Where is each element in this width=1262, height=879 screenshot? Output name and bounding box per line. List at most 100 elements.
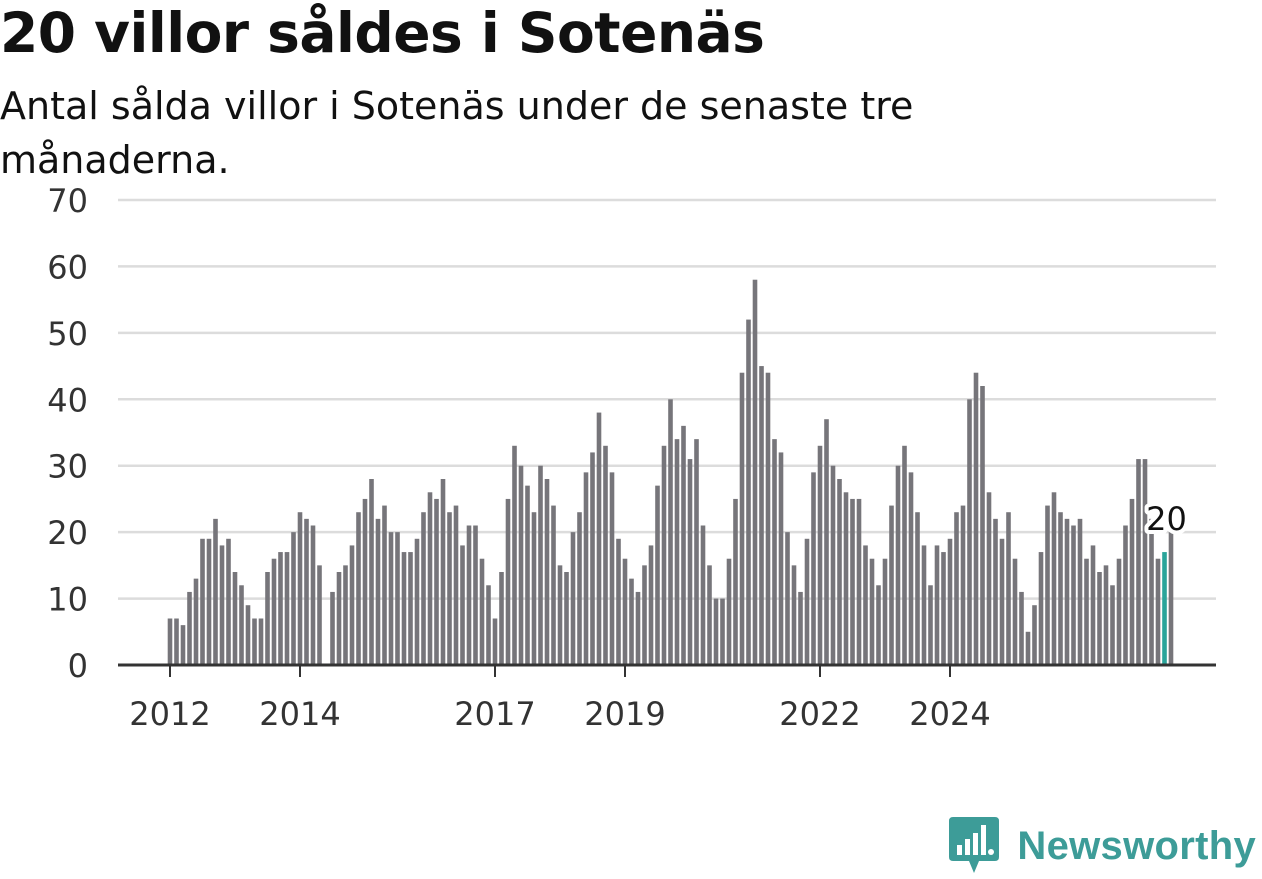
y-tick-label: 70 [47, 182, 88, 220]
bar [466, 525, 472, 665]
bar [1084, 558, 1089, 665]
bar [804, 538, 810, 665]
bar [1149, 518, 1154, 665]
bar [674, 439, 680, 665]
bar [765, 372, 771, 665]
bar [258, 618, 264, 665]
y-tick-label: 30 [47, 448, 88, 486]
y-tick-label: 10 [47, 581, 88, 619]
bar [863, 545, 868, 665]
x-tick-label: 2022 [779, 695, 860, 733]
bar [330, 591, 335, 665]
bar [200, 538, 205, 665]
y-tick-label: 40 [47, 381, 88, 419]
bar [668, 399, 673, 665]
bar [213, 518, 218, 665]
bar [811, 472, 816, 665]
bar [791, 565, 797, 665]
bar [1058, 512, 1063, 665]
bar [271, 558, 277, 665]
bar [453, 505, 459, 665]
bar [492, 618, 498, 665]
bar [1038, 552, 1044, 665]
bar [947, 538, 953, 665]
newsworthy-logo-icon [949, 817, 1000, 873]
bar [817, 445, 823, 665]
x-tick-label: 2017 [454, 695, 535, 733]
bar [843, 492, 849, 665]
bar [752, 279, 758, 665]
bar [174, 618, 179, 665]
bar [960, 505, 966, 665]
bar [1116, 558, 1122, 665]
bar [986, 492, 992, 665]
bar [759, 366, 764, 665]
bar [479, 558, 485, 665]
bar [596, 412, 602, 665]
bar [336, 572, 342, 665]
bar [837, 479, 842, 665]
bar [889, 505, 894, 665]
bar [1032, 605, 1037, 665]
bar [726, 558, 732, 665]
x-tick-label: 2012 [129, 695, 210, 733]
bar [869, 558, 875, 665]
bar [583, 472, 589, 665]
bar [694, 439, 699, 665]
bar [1051, 492, 1057, 665]
brand-logo: Newsworthy [949, 817, 1256, 875]
bar [681, 425, 686, 665]
bar [349, 545, 355, 665]
bar [973, 372, 979, 665]
bar [1045, 505, 1050, 665]
bar [564, 572, 569, 665]
bar [577, 512, 582, 665]
y-tick-label: 60 [47, 248, 88, 286]
bar [648, 545, 654, 665]
bar [1019, 591, 1024, 665]
bar [661, 445, 667, 665]
bar [544, 479, 550, 665]
bar [388, 532, 394, 665]
bar [362, 498, 368, 665]
bar [499, 572, 504, 665]
bar [1129, 498, 1135, 665]
bar [531, 512, 537, 665]
bar [252, 618, 257, 665]
bar [486, 585, 491, 665]
bar [1168, 532, 1174, 665]
bar [954, 512, 959, 665]
y-tick-label: 50 [47, 315, 88, 353]
bar [1006, 512, 1011, 665]
brand-name: Newsworthy [1017, 823, 1256, 868]
bar [447, 512, 452, 665]
bar [785, 532, 790, 665]
bar [882, 558, 888, 665]
bar [440, 479, 446, 665]
bar [408, 552, 413, 665]
bar [310, 525, 316, 665]
bar [180, 625, 186, 665]
bar [902, 445, 907, 665]
bar [1110, 585, 1115, 665]
chart-title: 20 villor såldes i Sotenäs [0, 1, 765, 65]
bar [421, 512, 426, 665]
bar [1077, 518, 1083, 665]
bar [551, 505, 556, 665]
bar [382, 505, 387, 665]
bar [928, 585, 933, 665]
bar [460, 545, 465, 665]
bar [525, 485, 530, 665]
bar [187, 591, 192, 665]
bar [512, 445, 517, 665]
bar [206, 538, 212, 665]
bar [1064, 518, 1070, 665]
bar [616, 538, 621, 665]
bar [427, 492, 433, 665]
bar [1090, 545, 1096, 665]
bar [635, 591, 641, 665]
bar [1025, 631, 1031, 665]
bar [720, 598, 725, 665]
y-tick-label: 0 [68, 647, 88, 685]
